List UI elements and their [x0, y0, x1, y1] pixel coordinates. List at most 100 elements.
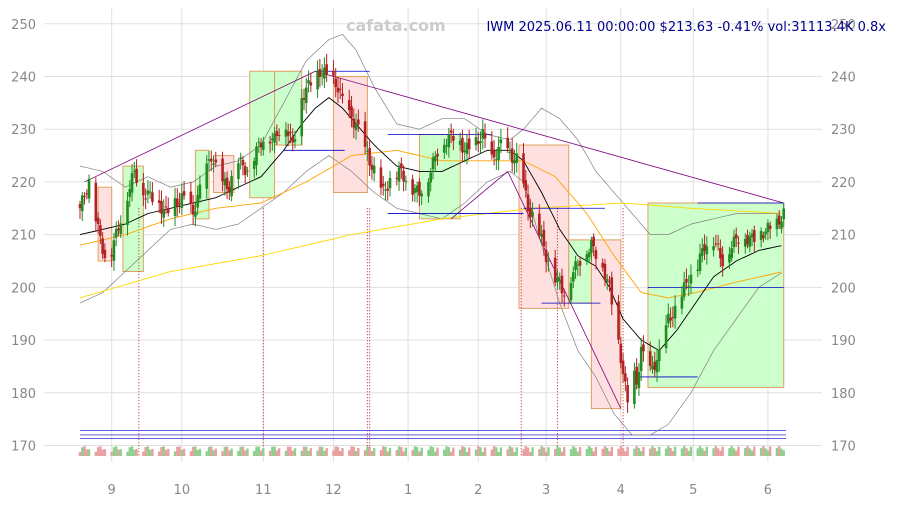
volume-bar — [499, 447, 503, 456]
candle-body — [372, 165, 376, 174]
candle-body — [429, 172, 433, 183]
x-tick-label: 10 — [174, 483, 191, 498]
candle-body — [357, 119, 360, 125]
y-tick-label-right: 230 — [831, 123, 856, 138]
volume-bar — [357, 447, 360, 456]
volume-bar — [531, 447, 534, 456]
volume-bar — [275, 450, 279, 456]
candle-body — [544, 249, 548, 263]
candle-body — [347, 99, 351, 111]
x-tick-label: 1 — [404, 483, 412, 498]
candle-body — [404, 180, 408, 183]
candle-body — [99, 225, 102, 237]
candle-body — [320, 74, 324, 76]
volume-bar — [759, 448, 763, 456]
candle-body — [307, 80, 310, 84]
volume-bar — [268, 450, 272, 456]
volume-bar — [730, 446, 733, 456]
volume-bar — [569, 449, 573, 456]
candle-body — [617, 301, 620, 340]
volume-bar — [737, 446, 740, 456]
candle-body — [476, 141, 480, 145]
volume-bar — [542, 447, 546, 456]
candle-body — [619, 343, 623, 364]
volume-bar — [221, 451, 224, 456]
chart-title: IWM 2025.06.11 00:00:00 $213.63 -0.41% v… — [486, 20, 886, 35]
candle-body — [166, 208, 170, 213]
candle-body — [427, 182, 430, 197]
candle-body — [447, 134, 451, 148]
candle-body — [452, 135, 455, 141]
candle-body — [370, 164, 374, 170]
candle-body — [336, 87, 340, 93]
volume-bar — [764, 448, 767, 456]
candle-body — [479, 141, 482, 143]
candle-body — [481, 129, 485, 139]
candle-body — [112, 240, 116, 261]
volume-bar — [130, 446, 134, 456]
volume-bar — [721, 446, 724, 456]
volume-bar — [397, 446, 401, 456]
range-box-up — [249, 70, 276, 199]
bollinger-upper-line — [79, 33, 782, 235]
volume-bar — [180, 449, 184, 456]
volume-bar — [649, 448, 652, 456]
volume-bar — [590, 447, 593, 456]
volume-bar — [173, 451, 177, 456]
candle-body — [180, 193, 184, 209]
volume-bar — [404, 447, 408, 456]
volume-bar — [465, 451, 469, 456]
candle-body — [603, 263, 607, 281]
candle-body — [669, 317, 672, 321]
volume-bar — [671, 450, 675, 456]
volume-bar — [427, 449, 430, 456]
volume-bar — [83, 446, 86, 456]
candle-body — [633, 370, 636, 405]
candle-body — [467, 138, 471, 150]
candle-body — [338, 88, 342, 90]
candle-body — [762, 234, 765, 239]
candle-body — [268, 141, 272, 144]
candle-body — [275, 131, 279, 137]
candle-body — [703, 244, 706, 251]
volume-bar — [237, 450, 240, 456]
volume-bar — [176, 446, 179, 456]
y-tick-label-left: 170 — [11, 439, 36, 454]
volume-bar — [510, 447, 514, 456]
candle-body — [431, 157, 435, 170]
candle-body — [191, 204, 195, 215]
volume-bar — [348, 450, 351, 456]
y-tick-label-left: 230 — [11, 123, 36, 138]
volume-bar — [411, 449, 414, 456]
volume-bar — [386, 451, 389, 456]
candle-body — [515, 153, 519, 163]
candle-body — [562, 295, 566, 297]
volume-bar — [524, 446, 527, 456]
volume-bar — [714, 446, 718, 456]
volume-bar — [529, 451, 532, 456]
candle-body — [698, 253, 702, 272]
bollinger-lower-line — [79, 155, 782, 436]
volume-bar — [101, 449, 104, 456]
candle-body — [241, 159, 245, 166]
volume-bar — [635, 446, 638, 456]
volume-bar — [698, 446, 702, 456]
volume-bar — [257, 446, 260, 456]
candle-body — [85, 193, 89, 195]
volume-bar — [746, 446, 749, 456]
volume-bar — [207, 446, 211, 456]
candle-body — [637, 371, 641, 389]
volume-bar — [696, 448, 699, 456]
candle-body — [334, 78, 337, 88]
candle-body — [388, 178, 392, 189]
volume-bar — [701, 448, 704, 456]
x-axis: 9 10 11 12 1 2 3 4 5 6 — [108, 483, 772, 498]
candle-body — [316, 70, 319, 90]
volume-bar — [115, 446, 118, 456]
candle-body — [142, 182, 145, 196]
volume-bar — [610, 446, 613, 456]
volume-bar — [368, 446, 371, 456]
volume-bar — [563, 447, 566, 456]
volume-bar — [492, 446, 496, 456]
candle-body — [673, 305, 677, 319]
